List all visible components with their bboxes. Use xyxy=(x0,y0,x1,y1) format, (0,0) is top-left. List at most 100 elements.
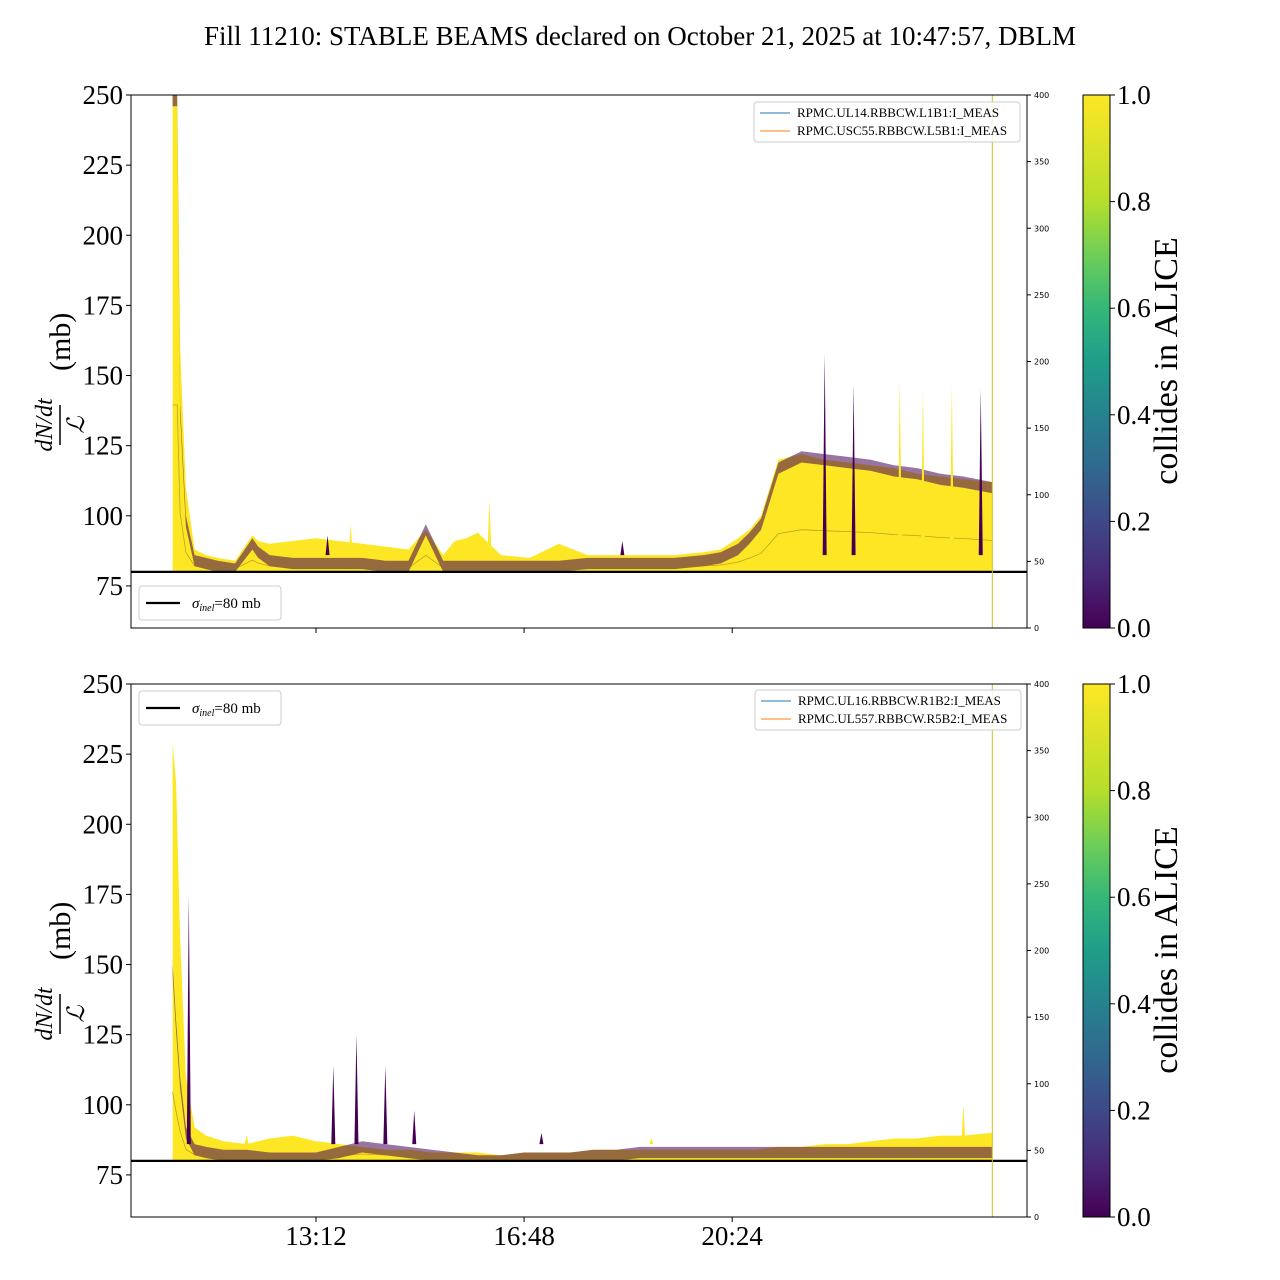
bottom-colorbar-tick-label: 0.2 xyxy=(1117,1095,1151,1125)
bottom-spike xyxy=(186,894,191,1145)
top-ytick-label: 150 xyxy=(83,361,124,391)
bottom-right-ytick-label: 300 xyxy=(1034,813,1049,822)
bottom-right-ytick-label: 250 xyxy=(1034,880,1049,889)
bottom-noncollide-band xyxy=(172,964,993,1161)
top-ytick-label: 175 xyxy=(83,290,124,320)
bottom-colorbar-gradient xyxy=(1082,683,1111,1218)
top-spike xyxy=(822,353,827,556)
top-sigma-tail: =80 mb xyxy=(214,596,260,612)
bottom-legend-label-1: RPMC.UL16.RBBCW.R1B2:I_MEAS xyxy=(798,693,1001,708)
bottom-sigma-tail: =80 mb xyxy=(214,701,260,717)
top-inner-trace xyxy=(172,404,993,570)
bottom-ytick-label: 100 xyxy=(83,1090,124,1120)
bottom-ytick-label: 225 xyxy=(83,739,124,769)
top-right-ytick-label: 350 xyxy=(1034,158,1049,167)
bottom-ytick-label: 200 xyxy=(83,809,124,839)
bottom-spike xyxy=(331,1065,336,1145)
top-spike xyxy=(348,524,353,556)
top-colorbar-gradient xyxy=(1082,94,1111,629)
top-colorbar: collides in ALICE 0.0 0.2 0.4 0.6 0.8 1.0 xyxy=(1082,80,1185,643)
top-ylabel: dN/dt ℒ (mb) xyxy=(32,313,90,452)
top-colorbar-tick-label: 0.2 xyxy=(1117,506,1151,536)
bottom-inner-trace xyxy=(172,1092,993,1160)
top-ytick-label: 100 xyxy=(83,501,124,531)
top-spike xyxy=(920,389,925,556)
bottom-legend: RPMC.UL16.RBBCW.R1B2:I_MEAS RPMC.UL557.R… xyxy=(754,689,1022,731)
bottom-right-ytick-label: 400 xyxy=(1034,680,1049,689)
top-colorbar-tick-label: 1.0 xyxy=(1117,80,1151,110)
top-colorbar-tick-label: 0.8 xyxy=(1117,187,1151,217)
bottom-right-ytick-label: 100 xyxy=(1034,1080,1049,1089)
top-ylabel-numerator: dN/dt xyxy=(32,397,58,452)
top-spike xyxy=(325,535,330,556)
bottom-colorbar: collides in ALICE 0.0 0.2 0.4 0.6 0.8 1.0 xyxy=(1082,669,1185,1232)
bottom-ytick-label: 250 xyxy=(83,669,124,699)
bottom-ylabel-denominator: ℒ xyxy=(64,1005,90,1023)
bottom-collides-area xyxy=(172,742,993,1161)
bottom-sigma-sub: inel xyxy=(199,708,214,719)
top-right-ytick-label: 400 xyxy=(1034,91,1049,100)
top-plot-area: 75 100 125 150 175 200 225 250 0 50 100 150 200 250 30… xyxy=(83,80,1049,633)
top-spike xyxy=(851,383,856,556)
bottom-spike xyxy=(383,1065,388,1145)
bottom-ytick-label: 175 xyxy=(83,879,124,909)
top-ytick-label: 200 xyxy=(83,220,124,250)
top-legend: RPMC.UL14.RBBCW.L1B1:I_MEAS RPMC.USC55.R… xyxy=(753,101,1021,143)
bottom-colorbar-tick-label: 0.4 xyxy=(1117,989,1151,1019)
bottom-ylabel-unit: (mb) xyxy=(44,902,77,960)
top-right-ytick-label: 0 xyxy=(1034,624,1039,633)
bottom-spike xyxy=(244,1135,249,1145)
bottom-spike xyxy=(354,1034,359,1145)
top-spike xyxy=(949,383,954,556)
bottom-ytick-label: 125 xyxy=(83,1020,124,1050)
top-ytick-label: 125 xyxy=(83,431,124,461)
top-colorbar-label: collides in ALICE xyxy=(1148,237,1185,484)
bottom-xtick-label: 16:48 xyxy=(493,1221,555,1251)
top-panel: 75 100 125 150 175 200 225 250 0 50 100 150 200 250 30… xyxy=(32,80,1049,633)
bottom-series-group xyxy=(172,742,993,1161)
bottom-xtick-label: 13:12 xyxy=(285,1221,347,1251)
bottom-colorbar-tick-label: 0.6 xyxy=(1117,882,1151,912)
top-colorbar-tick-label: 0.0 xyxy=(1117,613,1151,643)
bottom-ytick-label: 75 xyxy=(96,1160,123,1190)
top-ylabel-unit: (mb) xyxy=(44,313,77,371)
top-axes-frame xyxy=(130,94,1028,629)
bottom-ytick-label: 150 xyxy=(83,950,124,980)
top-sigma-sub: inel xyxy=(199,603,214,614)
bottom-spike xyxy=(412,1110,417,1145)
bottom-spike xyxy=(539,1132,544,1145)
bottom-sigma-legend: σinel=80 mb xyxy=(138,690,282,726)
top-right-ytick-label: 250 xyxy=(1034,291,1049,300)
top-right-ytick-label: 200 xyxy=(1034,358,1049,367)
top-series-group xyxy=(172,95,993,572)
top-spike xyxy=(487,498,492,556)
bottom-sigma-label: σinel=80 mb xyxy=(192,701,261,719)
top-spike xyxy=(620,541,625,556)
bottom-panel: 75 100 125 150 175 200 225 250 0 50 100 150 200 250 30… xyxy=(32,669,1049,1251)
top-spike xyxy=(978,389,983,556)
bottom-right-ytick-label: 0 xyxy=(1034,1213,1039,1222)
bottom-right-ytick-label: 200 xyxy=(1034,947,1049,956)
bottom-colorbar-tick-label: 1.0 xyxy=(1117,669,1151,699)
top-sigma-label: σinel=80 mb xyxy=(192,596,261,614)
bottom-right-ytick-label: 50 xyxy=(1034,1146,1044,1155)
bottom-ylabel-numerator: dN/dt xyxy=(32,986,58,1041)
bottom-ylabel: dN/dt ℒ (mb) xyxy=(32,902,90,1041)
bottom-legend-label-2: RPMC.UL557.RBBCW.R5B2:I_MEAS xyxy=(798,711,1007,726)
top-ytick-label: 250 xyxy=(83,80,124,110)
bottom-xtick-label: 20:24 xyxy=(701,1221,763,1251)
top-legend-label-2: RPMC.USC55.RBBCW.L5B1:I_MEAS xyxy=(797,123,1007,138)
bottom-colorbar-tick-label: 0.0 xyxy=(1117,1202,1151,1232)
bottom-spike xyxy=(961,1104,966,1145)
bottom-axes-frame xyxy=(130,683,1028,1218)
bottom-spike xyxy=(649,1138,654,1145)
bottom-right-ytick-label: 350 xyxy=(1034,747,1049,756)
top-right-ytick-label: 300 xyxy=(1034,224,1049,233)
top-spike xyxy=(897,378,902,556)
top-sigma-legend: σinel=80 mb xyxy=(138,585,282,621)
top-ylabel-denominator: ℒ xyxy=(64,416,90,434)
top-colorbar-tick-label: 0.4 xyxy=(1117,400,1151,430)
top-colorbar-tick-label: 0.6 xyxy=(1117,293,1151,323)
bottom-right-ytick-label: 150 xyxy=(1034,1013,1049,1022)
